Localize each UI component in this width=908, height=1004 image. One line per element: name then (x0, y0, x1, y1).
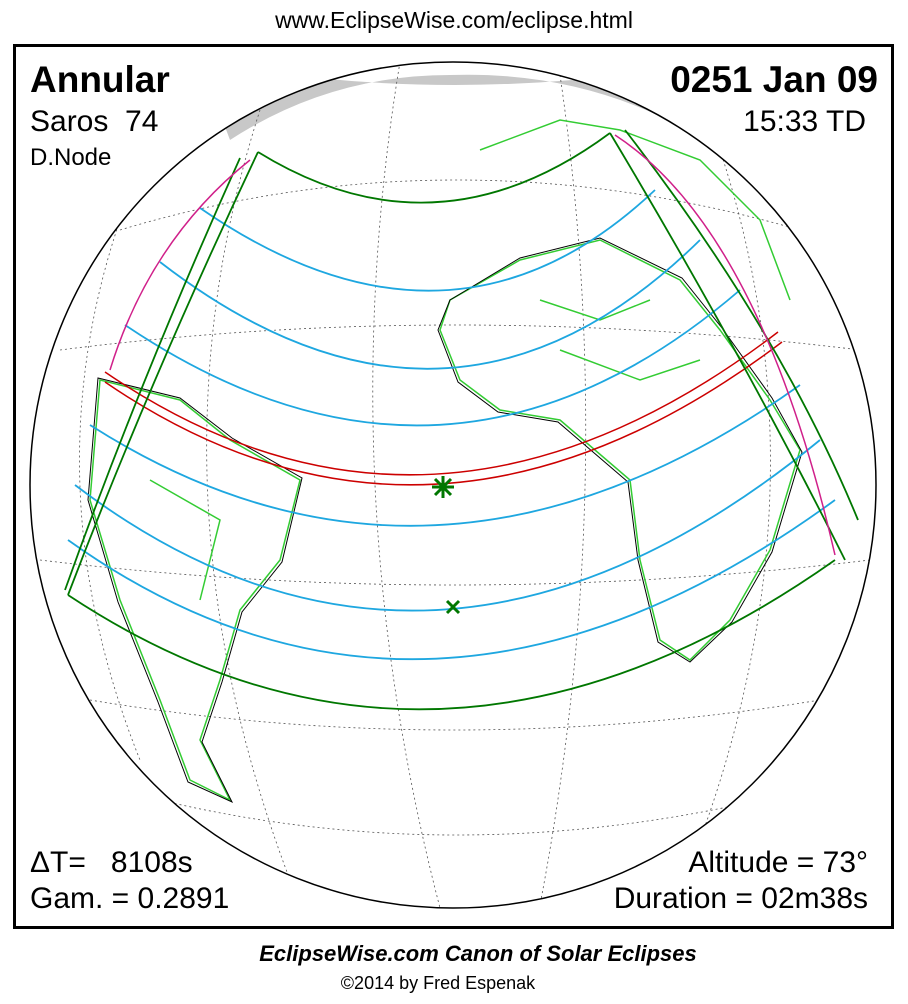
duration: Duration = 02m38s (614, 882, 868, 915)
footer-title: EclipseWise.com Canon of Solar Eclipses (259, 941, 697, 966)
copyright: ©2014 by Fred Espenak (341, 973, 536, 993)
greatest-eclipse (432, 476, 461, 615)
url: www.EclipseWise.com/eclipse.html (274, 7, 633, 33)
borders (89, 119, 801, 802)
eclipse-type: Annular (30, 59, 170, 100)
date: 0251 Jan 09 (670, 59, 878, 100)
time: 15:33 TD (743, 105, 866, 138)
globe-outline (29, 61, 877, 909)
saros: Saros 74 (30, 105, 158, 138)
graticule (39, 62, 871, 908)
node: D.Node (30, 144, 111, 171)
gamma: Gam. = 0.2891 (30, 882, 229, 915)
altitude: Altitude = 73° (688, 846, 868, 879)
delta-t: ΔT= 8108s (30, 846, 193, 879)
penumbra-limits (64, 129, 859, 711)
rise-set-curves (109, 134, 836, 556)
contours (67, 189, 836, 661)
